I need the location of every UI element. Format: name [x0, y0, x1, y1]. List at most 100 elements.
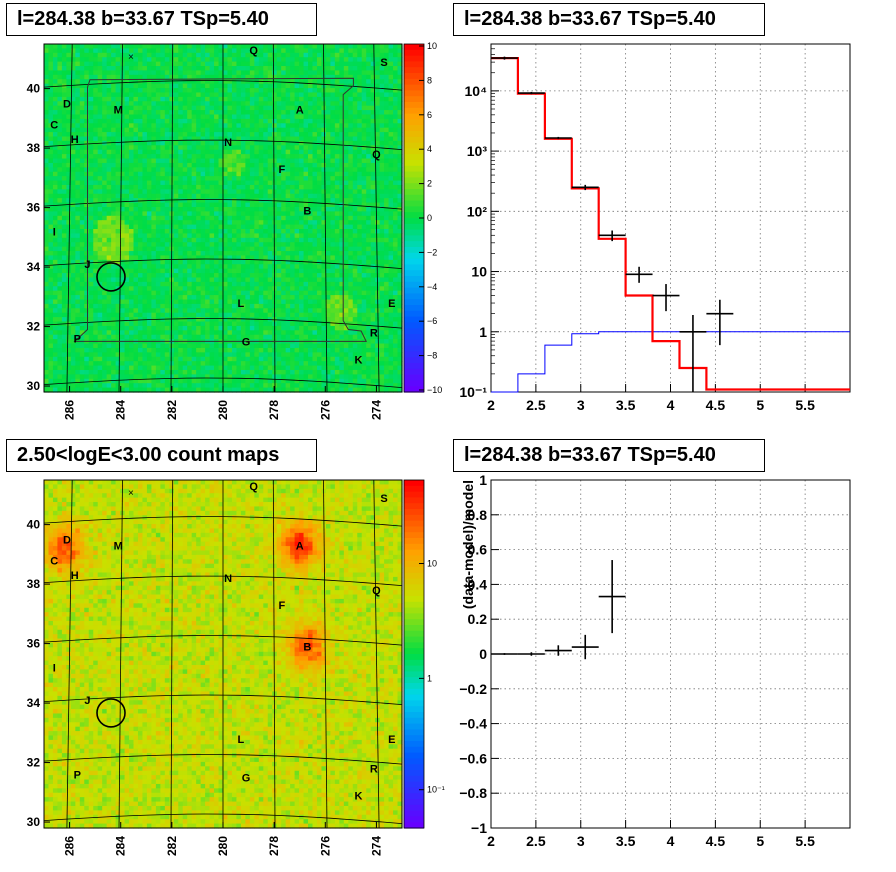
- map-pixel: [272, 211, 278, 217]
- map-pixel: [120, 220, 126, 226]
- map-pixel: [129, 273, 135, 279]
- map-pixel: [223, 180, 229, 186]
- map-pixel: [102, 303, 108, 309]
- map-pixel: [231, 70, 238, 76]
- map-pixel: [111, 158, 117, 164]
- map-pixel: [115, 211, 121, 217]
- map-pixel: [84, 88, 90, 94]
- map-pixel: [366, 110, 372, 116]
- map-pixel: [334, 79, 340, 85]
- map-pixel: [330, 70, 336, 76]
- map-pixel: [308, 255, 314, 261]
- map-pixel: [308, 88, 314, 94]
- map-pixel: [330, 281, 336, 287]
- map-pixel: [200, 88, 206, 94]
- map-pixel: [146, 290, 152, 296]
- map-pixel: [155, 251, 161, 257]
- map-pixel: [164, 61, 170, 67]
- map-pixel: [155, 123, 161, 129]
- map-pixel: [48, 180, 54, 186]
- map-pixel: [52, 154, 59, 160]
- map-pixel: [44, 233, 50, 239]
- map-pixel: [227, 312, 233, 318]
- map-pixel: [357, 52, 363, 58]
- map-pixel: [316, 70, 323, 76]
- map-pixel: [366, 176, 372, 182]
- map-pixel: [160, 48, 166, 54]
- map-pixel: [146, 132, 152, 138]
- map-pixel: [196, 277, 202, 283]
- map-pixel: [196, 83, 202, 89]
- map-pixel: [272, 118, 278, 124]
- map-pixel: [254, 264, 260, 270]
- map-pixel: [70, 295, 76, 301]
- map-pixel: [231, 92, 238, 98]
- map-pixel: [240, 48, 246, 54]
- map-pixel: [187, 229, 193, 235]
- map-pixel: [182, 79, 188, 85]
- map-pixel: [290, 220, 296, 226]
- map-pixel: [182, 96, 188, 102]
- map-pixel: [97, 268, 103, 274]
- map-pixel: [227, 88, 233, 94]
- map-pixel: [48, 303, 54, 309]
- map-pixel: [370, 114, 376, 120]
- map-pixel: [245, 193, 251, 199]
- map-pixel: [115, 96, 121, 102]
- map-pixel: [70, 83, 76, 89]
- map-pixel: [66, 198, 72, 204]
- map-pixel: [321, 237, 327, 243]
- map-pixel: [187, 281, 193, 287]
- map-pixel: [97, 237, 103, 243]
- map-pixel: [231, 184, 238, 190]
- map-pixel: [223, 220, 229, 226]
- map-pixel: [84, 312, 90, 318]
- map-pixel: [187, 127, 193, 133]
- map-pixel: [196, 242, 202, 248]
- map-pixel: [227, 149, 233, 155]
- map-pixel: [111, 224, 117, 230]
- map-pixel: [84, 206, 90, 212]
- map-pixel: [70, 136, 76, 142]
- map-pixel: [102, 299, 108, 305]
- map-pixel: [97, 180, 103, 186]
- map-pixel: [214, 229, 220, 235]
- map-pixel: [187, 92, 193, 98]
- map-pixel: [325, 246, 331, 252]
- map-pixel: [106, 140, 112, 146]
- map-pixel: [129, 79, 135, 85]
- map-pixel: [236, 312, 242, 318]
- map-pixel: [61, 92, 67, 98]
- map-pixel: [348, 48, 354, 54]
- map-pixel: [299, 255, 305, 261]
- map-pixel: [205, 281, 211, 287]
- map-pixel: [97, 149, 103, 155]
- map-pixel: [93, 237, 99, 243]
- map-pixel: [137, 202, 144, 208]
- map-pixel: [182, 127, 188, 133]
- map-pixel: [66, 79, 72, 85]
- map-pixel: [218, 176, 224, 182]
- map-pixel: [267, 74, 273, 80]
- map-pixel: [155, 127, 161, 133]
- map-pixel: [316, 286, 323, 292]
- map-pixel: [191, 242, 197, 248]
- map-pixel: [227, 110, 233, 116]
- map-pixel: [155, 154, 161, 160]
- map-pixel: [352, 281, 358, 287]
- map-pixel: [223, 184, 229, 190]
- map-pixel: [102, 246, 108, 252]
- map-pixel: [44, 48, 50, 54]
- map-pixel: [187, 233, 193, 239]
- map-pixel: [321, 211, 327, 217]
- map-pixel: [142, 246, 148, 252]
- map-pixel: [348, 158, 354, 164]
- map-pixel: [245, 189, 251, 195]
- map-pixel: [120, 189, 126, 195]
- map-pixel: [388, 233, 394, 239]
- map-pixel: [366, 233, 372, 239]
- map-pixel: [294, 88, 300, 94]
- map-pixel: [79, 101, 85, 107]
- map-pixel: [196, 211, 202, 217]
- map-pixel: [231, 215, 238, 221]
